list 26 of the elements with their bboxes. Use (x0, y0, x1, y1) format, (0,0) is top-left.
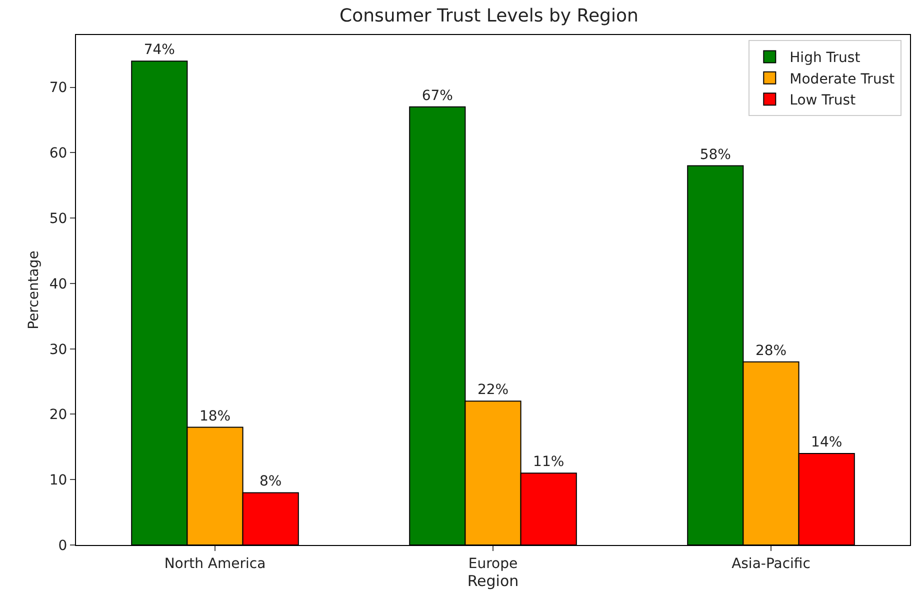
x-tick-label: Europe (468, 556, 518, 572)
legend-label: Moderate Trust (790, 71, 896, 88)
x-tick-label: Asia-Pacific (732, 556, 810, 572)
data-label: 14% (811, 434, 842, 450)
y-tick-label: 30 (49, 342, 68, 358)
y-axis-title: Percentage (26, 250, 42, 330)
x-tick-label: North America (164, 556, 266, 572)
y-tick-label: 70 (49, 80, 68, 96)
data-label: 8% (259, 474, 282, 490)
x-axis-title: Region (467, 572, 519, 590)
y-tick-label: 20 (49, 407, 68, 424)
y-tick-label: 10 (49, 472, 68, 489)
data-label: 74% (144, 42, 175, 58)
legend-label: High Trust (790, 50, 861, 66)
y-tick-label: 0 (58, 538, 68, 554)
chart-title: Consumer Trust Levels by Region (340, 5, 638, 26)
data-label: 11% (533, 454, 564, 470)
y-tick-label: 50 (49, 210, 68, 227)
y-tick-label: 60 (49, 146, 68, 162)
data-label: 67% (422, 88, 453, 104)
y-tick-label: 40 (49, 276, 68, 292)
data-label: 18% (199, 408, 231, 424)
data-label: 22% (477, 382, 509, 398)
data-label: 58% (700, 146, 731, 163)
data-label: 28% (755, 342, 787, 359)
legend-label: Low Trust (790, 92, 856, 109)
